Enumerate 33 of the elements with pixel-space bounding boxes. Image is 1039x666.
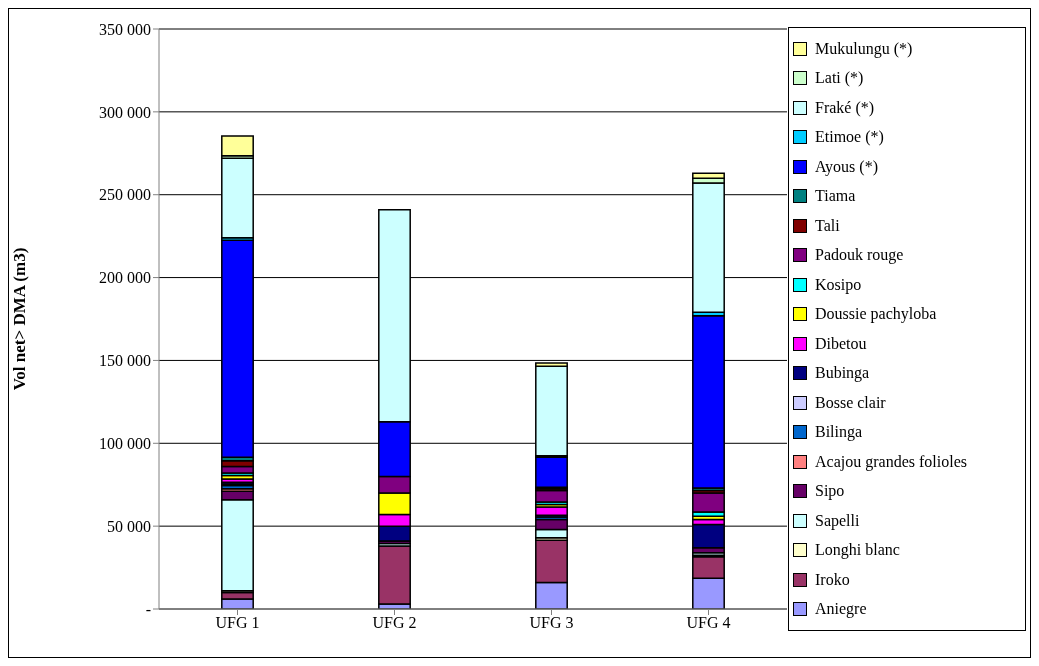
legend-label: Aniegre bbox=[815, 600, 867, 619]
y-tick-label: 250 000 bbox=[99, 186, 151, 204]
x-tick-label: UFG 4 bbox=[686, 614, 731, 632]
y-tick-label: 50 000 bbox=[107, 517, 151, 535]
x-tick-label: UFG 3 bbox=[529, 614, 574, 632]
legend-label: Padouk rouge bbox=[815, 246, 904, 265]
legend-label: Bosse clair bbox=[815, 393, 886, 412]
legend-label: Longhi blanc bbox=[815, 541, 900, 560]
y-tick-label: 100 000 bbox=[99, 434, 151, 452]
legend-label: Dibetou bbox=[815, 334, 867, 353]
legend-label: Bilinga bbox=[815, 423, 863, 442]
x-tick-label: UFG 2 bbox=[372, 614, 417, 632]
legend-label: Mukulungu (*) bbox=[815, 39, 913, 58]
legend-label: Doussie pachyloba bbox=[815, 305, 937, 324]
legend-label: Tali bbox=[815, 216, 840, 235]
legend-label: Fraké (*) bbox=[815, 98, 875, 117]
legend-label: Sipo bbox=[815, 482, 845, 501]
y-tick-label: 300 000 bbox=[99, 103, 151, 121]
legend-label: Bubinga bbox=[815, 364, 870, 383]
legend-label: Sapelli bbox=[815, 511, 860, 530]
x-tick-label: UFG 1 bbox=[215, 614, 260, 632]
legend-label: Etimoe (*) bbox=[815, 128, 884, 147]
legend-label: Lati (*) bbox=[815, 69, 864, 88]
legend-label: Iroko bbox=[815, 570, 850, 589]
y-tick-label: 200 000 bbox=[99, 269, 151, 287]
legend-label: Kosipo bbox=[815, 275, 862, 294]
legend-label: Acajou grandes folioles bbox=[815, 452, 967, 471]
y-tick-label: 350 000 bbox=[99, 20, 151, 38]
y-axis-title: Vol net> DMA (m3) bbox=[10, 247, 30, 391]
legend-label: Tiama bbox=[815, 187, 856, 206]
y-tick-label: 150 000 bbox=[99, 352, 151, 370]
legend-label: Ayous (*) bbox=[815, 157, 878, 176]
y-tick-label: - bbox=[145, 600, 151, 618]
